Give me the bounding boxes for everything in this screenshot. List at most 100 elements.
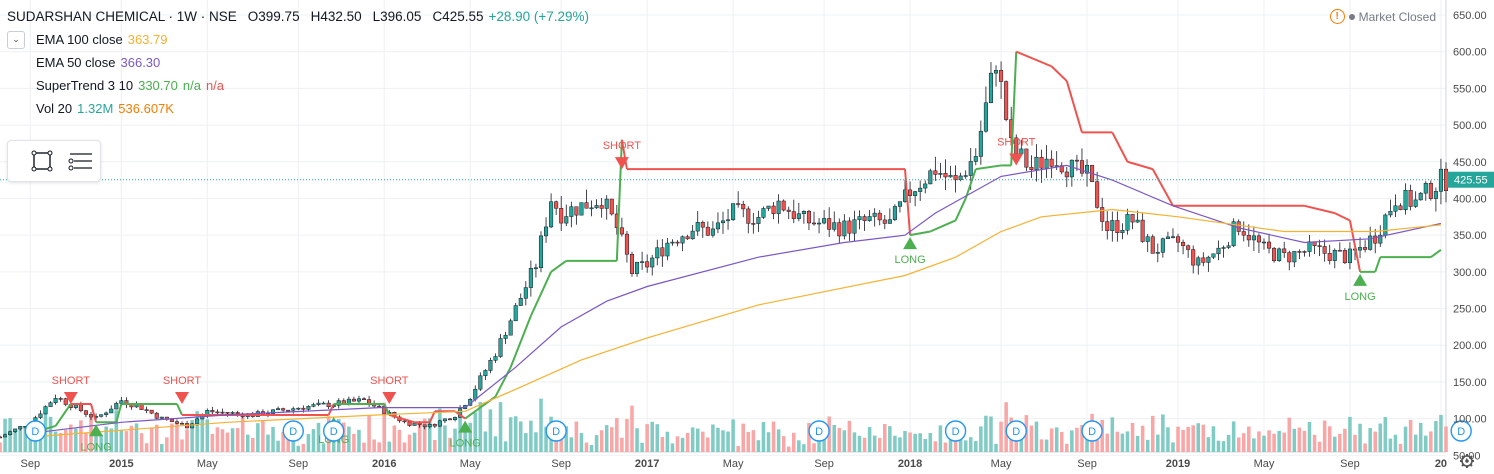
- volume-bar: [1034, 421, 1039, 452]
- volume-bar: [579, 433, 584, 452]
- volume-bar: [372, 439, 376, 452]
- volume-bar: [109, 428, 114, 452]
- volume-bar: [407, 434, 412, 452]
- warning-icon[interactable]: !: [1329, 9, 1345, 24]
- candle-body: [316, 402, 321, 405]
- long-signal-label: LONG: [450, 438, 481, 450]
- volume-bar: [53, 431, 58, 452]
- candle-body: [225, 411, 230, 414]
- candle-body: [645, 261, 650, 268]
- volume-bar: [1156, 434, 1160, 452]
- volume-bar: [412, 432, 417, 452]
- x-tick-label: May: [460, 458, 481, 470]
- candle-body: [1105, 221, 1110, 231]
- candle-body: [923, 183, 928, 189]
- volume-bar: [1171, 442, 1175, 452]
- volume-bar: [589, 445, 594, 452]
- candle-body: [1069, 159, 1074, 178]
- volume-bar: [867, 427, 872, 452]
- supertrend-segment: [975, 164, 1002, 171]
- volume-bar: [877, 437, 882, 452]
- candle-body: [114, 403, 119, 410]
- supertrend-segment: [383, 403, 391, 416]
- volume-bar: [938, 425, 943, 452]
- candle-body: [857, 216, 862, 220]
- candle-body: [1332, 249, 1337, 261]
- volume-bar: [1216, 440, 1221, 452]
- candle-body: [1287, 252, 1292, 263]
- indicator-supertrend[interactable]: SuperTrend 3 10 330.70 n/a n/a: [7, 74, 589, 97]
- candle-body: [1251, 235, 1256, 241]
- dividend-marker-label: D: [289, 426, 297, 438]
- candle-body: [154, 412, 159, 419]
- candle-body: [377, 405, 382, 408]
- candle-body: [1383, 214, 1388, 236]
- short-signal-icon: [175, 391, 190, 404]
- supertrend-segment: [1151, 168, 1174, 207]
- supertrend-segment: [909, 230, 931, 237]
- volume-bar: [1429, 431, 1433, 452]
- candle-body: [817, 222, 822, 225]
- candle-body: [897, 201, 902, 207]
- x-tick-label: Sep: [1340, 458, 1360, 470]
- candle-body: [1211, 253, 1216, 258]
- symbol-title[interactable]: SUDARSHAN CHEMICAL · 1W · NSE: [7, 9, 237, 24]
- candle-body: [1125, 214, 1130, 231]
- candle-body: [1428, 182, 1433, 199]
- gear-icon[interactable]: [1460, 454, 1474, 468]
- candle-body: [1388, 211, 1393, 216]
- rectangle-tool-icon[interactable]: [28, 147, 56, 175]
- volume-bar: [786, 446, 791, 452]
- candle-body: [1272, 247, 1277, 262]
- volume-bar: [230, 428, 235, 452]
- candle-body: [1130, 214, 1135, 223]
- volume-bar: [331, 440, 336, 452]
- supertrend-segment: [964, 168, 977, 199]
- indicator-ema100[interactable]: ⌄ EMA 100 close 363.79: [7, 28, 589, 51]
- candle-body: [498, 338, 503, 357]
- indicator-name: EMA 100 close: [36, 32, 123, 47]
- volume-bar: [1267, 430, 1271, 452]
- candle-body: [109, 408, 114, 414]
- volume-bar: [134, 423, 139, 452]
- volume-bar: [18, 427, 22, 452]
- candle-body: [1170, 236, 1175, 238]
- indicator-volume[interactable]: Vol 20 1.32M 536.607K: [7, 97, 589, 120]
- volume-bar: [1150, 415, 1155, 452]
- candle-body: [159, 416, 164, 419]
- volume-bar: [898, 437, 902, 452]
- volume-bar: [74, 428, 78, 452]
- candle-body: [887, 219, 892, 224]
- candle-body: [1322, 246, 1327, 254]
- candle-body: [1024, 148, 1029, 168]
- volume-bar: [1373, 431, 1377, 452]
- volume-bar: [1368, 427, 1372, 452]
- volume-bar: [1059, 431, 1064, 452]
- volume-bar: [1327, 426, 1332, 452]
- y-tick-label: 600.00: [1453, 47, 1487, 59]
- candle-body: [83, 410, 88, 415]
- volume-bar: [1353, 434, 1357, 452]
- candle-body: [665, 242, 670, 257]
- volume-bar: [711, 424, 715, 452]
- horizontal-lines-icon[interactable]: [66, 147, 94, 175]
- volume-bar: [807, 423, 811, 452]
- volume-bar: [670, 443, 675, 452]
- indicator-ema50[interactable]: EMA 50 close 366.30: [7, 51, 589, 74]
- candle-body: [1317, 245, 1322, 247]
- y-tick-label: 150.00: [1453, 377, 1487, 389]
- chevron-down-icon[interactable]: ⌄: [7, 30, 25, 49]
- candle-body: [999, 70, 1004, 82]
- candle-body: [1044, 158, 1049, 169]
- volume-bar: [615, 418, 619, 452]
- candle-body: [629, 253, 635, 274]
- candle-body: [291, 408, 296, 411]
- candle-body: [63, 398, 68, 405]
- volume-bar: [1322, 420, 1327, 452]
- volume-bar: [1085, 428, 1089, 452]
- candle-body: [1297, 251, 1302, 253]
- candle-body: [356, 398, 361, 402]
- dividend-marker-icon: [1081, 420, 1103, 442]
- candle-body: [503, 334, 508, 339]
